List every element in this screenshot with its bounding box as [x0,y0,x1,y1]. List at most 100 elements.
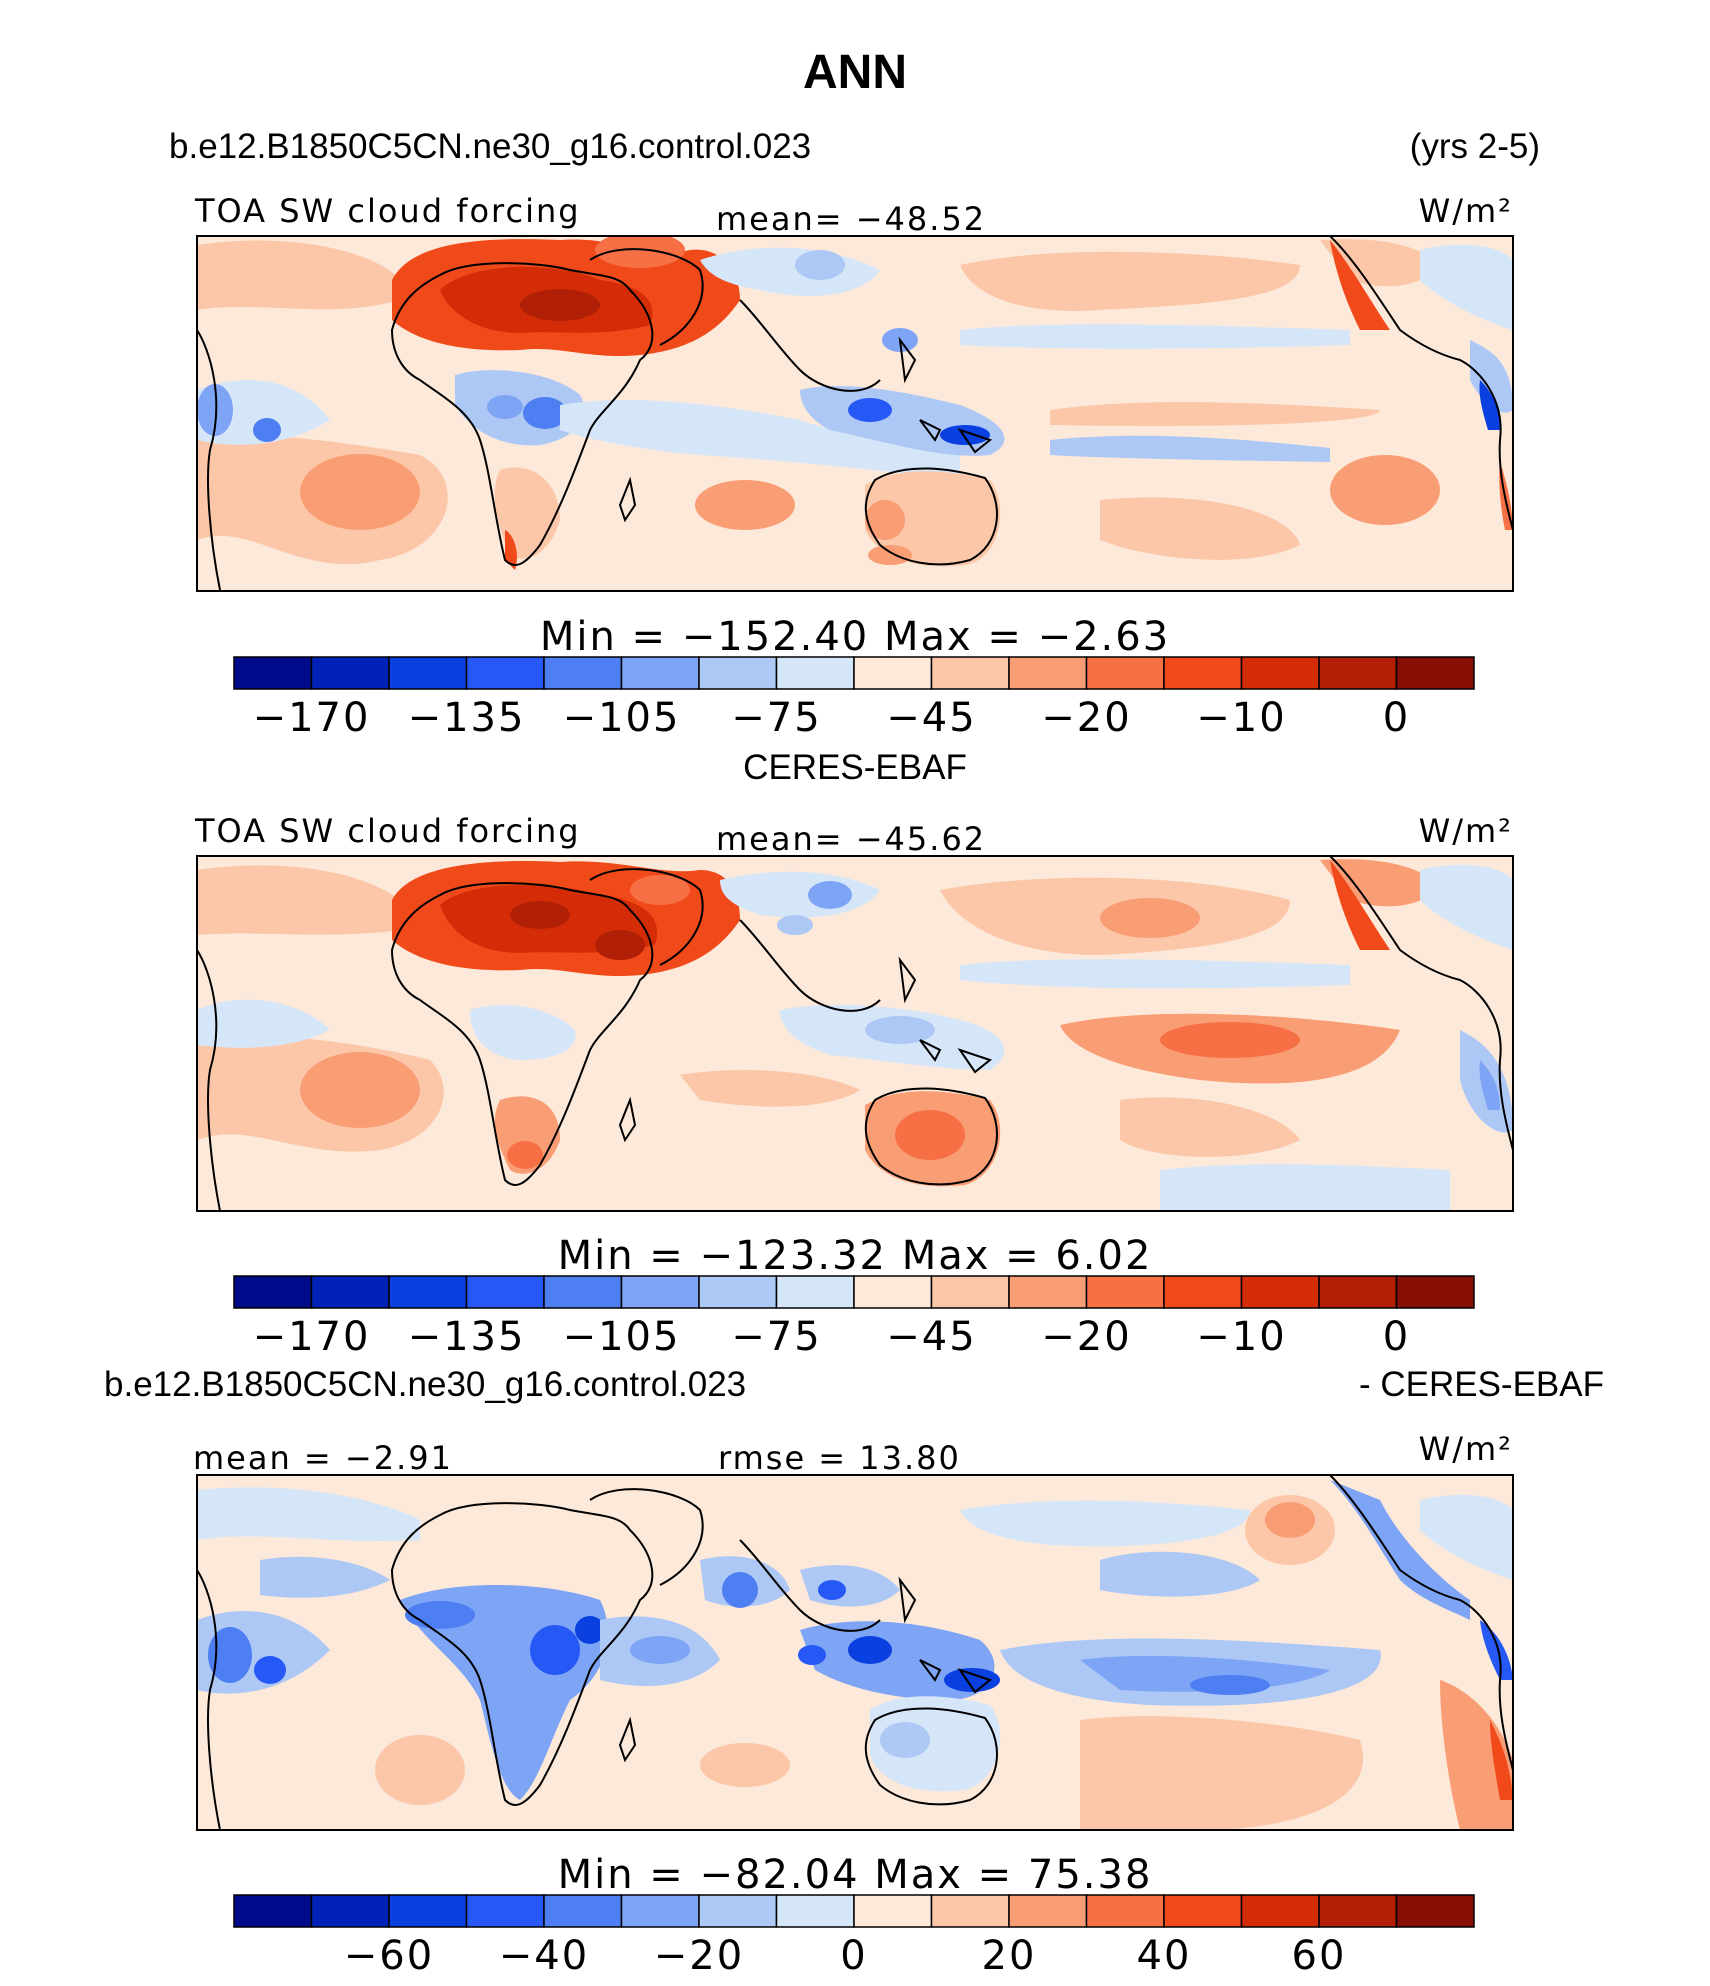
years-range: (yrs 2-5) [1410,127,1540,166]
figure-title: ANN [803,46,907,99]
colorbar-model-tick-label: −45 [886,695,976,741]
colorbar-obs-swatch [1085,1275,1165,1309]
colorbar-model-tick-label: −170 [253,695,371,741]
panel-diff-map-frame [196,1474,1514,1831]
colorbar-model-swatch [1318,656,1398,690]
colorbar-diff-swatch [930,1894,1010,1928]
colorbar-diff-swatch [233,1894,313,1928]
colorbar-obs-tick-label: −105 [563,1314,681,1360]
colorbar-obs-tick-label: −135 [408,1314,526,1360]
colorbar-model-swatch [1395,656,1475,690]
panel-diff-units: W/m² [1419,1430,1513,1468]
colorbar-obs-swatch [1163,1275,1243,1309]
colorbar-obs-swatch [930,1275,1010,1309]
colorbar-diff-swatch [388,1894,468,1928]
colorbar-model-swatch [698,656,778,690]
panel-model-variable-label: TOA SW cloud forcing [194,192,581,230]
colorbar-obs-swatch [543,1275,623,1309]
colorbar-diff-tick-label: 20 [982,1933,1037,1979]
colorbar-diff-swatch [1163,1894,1243,1928]
colorbar-diff-swatch [775,1894,855,1928]
panel-model: TOA SW cloud forcing mean= −48.52 W/m² [194,192,1514,741]
panel-obs-map [197,856,1513,1211]
colorbar-model-swatch [1240,656,1320,690]
colorbar-model-tick-label: −20 [1041,695,1131,741]
colorbar-diff-tick-label: 60 [1292,1933,1347,1979]
panel-obs: CERES-EBAF TOA SW cloud forcing mean= −4… [194,748,1514,1360]
colorbar-obs-swatch [465,1275,545,1309]
colorbar-model-tick-label: −10 [1196,695,1286,741]
panel-model-minmax: Min = −152.40 Max = −2.63 [540,614,1170,660]
panel-model-map-frame [196,235,1514,592]
colorbar-obs-swatch [1395,1275,1475,1309]
colorbar-obs-swatch [1008,1275,1088,1309]
colorbar-obs-tick-label: −45 [886,1314,976,1360]
colorbar-model-swatch [620,656,700,690]
colorbar-diff-swatch [1240,1894,1320,1928]
colorbar-obs-swatch [620,1275,700,1309]
colorbar-model-swatch [853,656,933,690]
colorbar-diff-swatch [853,1894,933,1928]
colorbar-obs-tick-label: 0 [1383,1314,1410,1360]
colorbar-model-swatch [1163,656,1243,690]
colorbar-diff-tick-label: −60 [344,1933,434,1979]
colorbar-diff-swatch [698,1894,778,1928]
colorbar-obs-swatch [853,1275,933,1309]
colorbar-obs-swatch [388,1275,468,1309]
colorbar-diff-swatch [1008,1894,1088,1928]
colorbar-model-tick-label: 0 [1383,695,1410,741]
panel-diff-title-left: b.e12.B1850C5CN.ne30_g16.control.023 [104,1365,746,1404]
colorbar-model-swatch [388,656,468,690]
colorbar-model-swatch [543,656,623,690]
panel-diff-title-right: - CERES-EBAF [1359,1365,1604,1404]
panel-obs-map-frame [196,855,1514,1212]
colorbar-diff-tick-label: 40 [1137,1933,1192,1979]
panel-diff-map [197,1475,1513,1830]
colorbar-diff-swatch [465,1894,545,1928]
colorbar-model-tick-label: −135 [408,695,526,741]
colorbar-model-swatch [1008,656,1088,690]
panel-model-map [197,236,1513,591]
colorbar-diff-swatch [1085,1894,1165,1928]
colorbar-model-swatch [930,656,1010,690]
colorbar-obs-tick-label: −75 [731,1314,821,1360]
colorbar-diff-swatch [620,1894,700,1928]
colorbar-diff-tick-label: −20 [654,1933,744,1979]
colorbar-obs-swatch [775,1275,855,1309]
colorbar-diff-swatch [310,1894,390,1928]
panel-obs-dataset-title: CERES-EBAF [743,748,967,787]
colorbar-obs-tick-label: −20 [1041,1314,1131,1360]
colorbar-obs-swatch [1318,1275,1398,1309]
colorbar-obs-swatch [233,1275,313,1309]
colorbar-diff-swatch [543,1894,623,1928]
panel-obs-mean-label: mean= −45.62 [716,820,986,858]
colorbar-obs-tick-label: −10 [1196,1314,1286,1360]
colorbar-obs-swatch [310,1275,390,1309]
panel-obs-variable-label: TOA SW cloud forcing [194,812,581,850]
colorbar-obs-swatch [1240,1275,1320,1309]
colorbar-model-tick-label: −75 [731,695,821,741]
colorbar-obs-swatch [698,1275,778,1309]
panel-obs-colorbar: −170 −135 −105 −75 −45 −20 −10 0 [233,1275,1475,1360]
panel-diff-mean-label: mean = −2.91 [193,1439,453,1477]
colorbar-diff-swatch [1395,1894,1475,1928]
colorbar-diff-tick-label: −40 [499,1933,589,1979]
panel-obs-minmax: Min = −123.32 Max = 6.02 [558,1233,1153,1279]
panel-model-colorbar: −170 −135 −105 −75 −45 −20 −10 0 [233,656,1475,741]
panel-diff-colorbar: −60 −40 −20 0 20 40 60 [233,1894,1475,1979]
colorbar-model-swatch [465,656,545,690]
colorbar-diff-swatch [1318,1894,1398,1928]
panel-diff-minmax: Min = −82.04 Max = 75.38 [558,1852,1153,1898]
colorbar-model-tick-label: −105 [563,695,681,741]
panel-model-mean-label: mean= −48.52 [716,200,986,238]
panel-diff-rmse-label: rmse = 13.80 [718,1439,961,1477]
case-name: b.e12.B1850C5CN.ne30_g16.control.023 [169,127,811,166]
colorbar-model-swatch [310,656,390,690]
colorbar-model-swatch [1085,656,1165,690]
colorbar-obs-tick-label: −170 [253,1314,371,1360]
panel-model-units: W/m² [1419,192,1513,230]
colorbar-model-swatch [775,656,855,690]
panel-obs-units: W/m² [1419,812,1513,850]
panel-diff: b.e12.B1850C5CN.ne30_g16.control.023 - C… [104,1365,1604,1979]
